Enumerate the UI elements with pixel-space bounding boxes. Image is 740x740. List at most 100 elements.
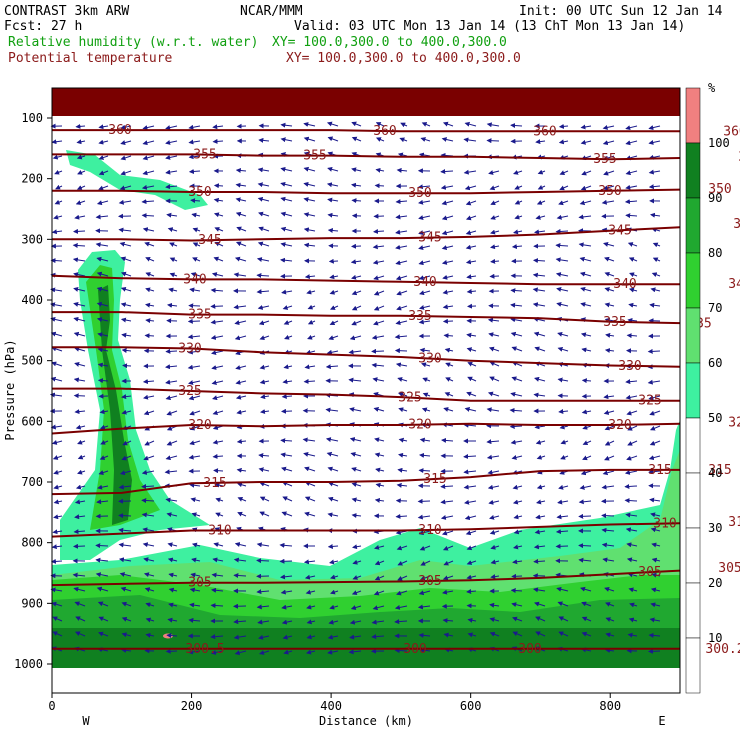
wind-vector (375, 167, 385, 173)
wind-vector (188, 380, 201, 385)
colorbar-label: 40 (708, 466, 722, 480)
wind-vector (374, 560, 385, 566)
wind-vector (537, 169, 546, 175)
wind-vector (627, 572, 638, 578)
wind-vector (601, 199, 615, 205)
plot-area: 300.5300300300.2300.53053053053053103103… (49, 87, 740, 694)
wind-vector (560, 439, 569, 445)
theta-contour-340 (51, 274, 680, 286)
wind-vector (466, 560, 477, 565)
wind-vector (559, 170, 569, 175)
wind-vector (418, 319, 431, 325)
wind-vector (419, 305, 431, 310)
wind-vector (605, 632, 615, 638)
wind-vector (581, 601, 592, 607)
wind-vector (73, 331, 86, 337)
wind-vector (77, 454, 86, 460)
wind-vector (441, 215, 454, 221)
wind-vector (233, 634, 247, 640)
wind-vector (396, 290, 408, 296)
wind-vector (280, 589, 293, 595)
wind-vector (651, 557, 661, 563)
wind-vector (99, 424, 109, 430)
wind-vector (281, 466, 293, 472)
wind-vector (118, 542, 132, 548)
colorbar-segment (685, 362, 701, 419)
wind-vector (352, 559, 362, 565)
wind-vector (303, 122, 316, 127)
wind-vector (488, 346, 500, 352)
wind-vector (327, 136, 339, 142)
wind-vector (145, 302, 155, 308)
wind-vector (488, 170, 500, 175)
wind-vector (187, 318, 201, 324)
wind-vector (418, 590, 431, 596)
wind-vector (98, 185, 109, 191)
wind-vector (330, 589, 339, 595)
wind-vector (49, 392, 63, 398)
wind-vector (279, 542, 293, 548)
wind-vector (533, 544, 546, 550)
wind-vector (304, 574, 316, 580)
wind-vector (120, 170, 132, 176)
wind-vector (421, 122, 431, 127)
wind-vector (558, 631, 569, 637)
wind-vector (466, 391, 477, 397)
wind-vector (192, 227, 201, 233)
wind-vector (95, 242, 109, 248)
wind-vector (648, 140, 661, 145)
colorbar-label: 10 (708, 631, 722, 645)
wind-vector (145, 272, 155, 277)
wind-vector (327, 512, 339, 518)
wind-vector (422, 377, 431, 383)
wind-vector (210, 287, 224, 293)
wind-vector (52, 455, 63, 460)
wind-vector (258, 452, 270, 458)
wind-vector (191, 512, 201, 518)
wind-vector (235, 182, 247, 188)
theta-label: 330 (178, 342, 201, 357)
wind-vector (397, 560, 408, 566)
wind-vector (144, 333, 155, 339)
wind-vector (649, 425, 661, 431)
wind-vector (165, 348, 178, 354)
wind-vector (188, 139, 201, 145)
colorbar-segment (685, 637, 701, 694)
wind-vector (213, 212, 224, 218)
wind-vector (187, 349, 201, 355)
theta-label: 315 (203, 476, 226, 491)
wind-vector (77, 439, 86, 445)
wind-vector (650, 527, 661, 533)
wind-vector (215, 512, 224, 518)
wind-vector (535, 514, 546, 520)
wind-vector (463, 469, 477, 475)
wind-vector (650, 287, 661, 293)
theta-label: 335 (408, 309, 431, 324)
wind-vector (326, 121, 339, 127)
wind-vector (50, 376, 63, 382)
wind-vector (76, 154, 86, 160)
wind-vector (627, 317, 638, 323)
wind-vector (281, 393, 293, 399)
wind-vector (375, 122, 385, 127)
wind-vector (510, 331, 523, 337)
wind-vector (374, 575, 385, 581)
wind-vector (602, 185, 615, 191)
wind-vector (190, 572, 201, 578)
wind-vector (605, 332, 615, 338)
wind-vector (604, 271, 615, 277)
wind-vector (490, 544, 500, 550)
wind-vector (351, 290, 362, 296)
wind-vector (625, 527, 638, 533)
wind-vector (351, 320, 362, 326)
wind-vector (282, 379, 293, 385)
theta-label: 310 (418, 523, 441, 538)
wind-vector (395, 199, 408, 205)
wind-vector (326, 451, 339, 457)
colorbar-label: 60 (708, 356, 722, 370)
wind-vector (325, 437, 339, 443)
wind-vector (190, 272, 201, 277)
wind-vector (490, 215, 500, 220)
wind-vector (96, 200, 109, 206)
wind-vector (488, 499, 500, 505)
